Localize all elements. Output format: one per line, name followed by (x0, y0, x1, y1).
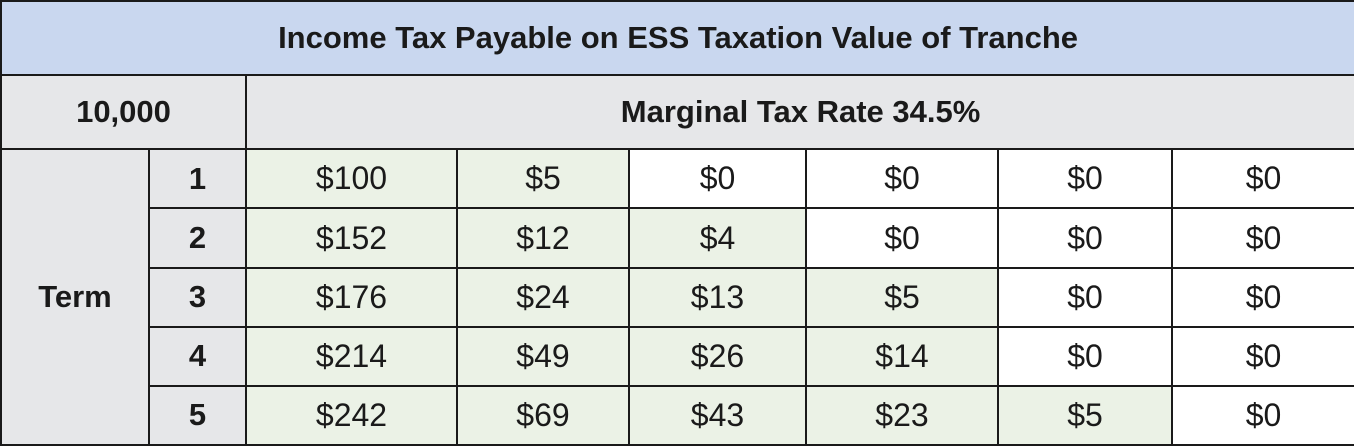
value-cell: $0 (997, 266, 1173, 328)
table-row: 3 $176 $24 $13 $5 $0 $0 (1, 266, 1354, 328)
value-cell: $0 (805, 207, 999, 269)
value-cell: $12 (456, 207, 630, 269)
value-cell: $0 (628, 148, 807, 210)
value-cell: $242 (245, 384, 458, 446)
term-label: 1 (148, 148, 247, 210)
value-cell: $5 (456, 148, 630, 210)
value-cell: $14 (805, 325, 999, 387)
value-cell: $13 (628, 266, 807, 328)
value-cell: $69 (456, 384, 630, 446)
value-cell: $0 (1170, 325, 1354, 387)
value-cell: $24 (456, 266, 630, 328)
value-cell: $100 (245, 148, 458, 210)
term-label: 2 (148, 207, 247, 269)
subheader: Marginal Tax Rate 34.5% (244, 74, 1354, 151)
value-cell: $0 (1170, 384, 1354, 446)
value-cell: $0 (1170, 266, 1354, 328)
value-cell: $23 (805, 384, 999, 446)
value-cell: $0 (997, 207, 1173, 269)
table-row: Term 1 $100 $5 $0 $0 $0 $0 (0, 148, 1354, 446)
table-row: 2 $152 $12 $4 $0 $0 $0 (1, 207, 1354, 269)
term-label: 3 (148, 266, 247, 328)
row-group-label: Term (0, 148, 150, 446)
title-row: Income Tax Payable on ESS Taxation Value… (0, 0, 1354, 77)
value-cell: $49 (456, 325, 630, 387)
value-cell: $5 (997, 384, 1173, 446)
value-cell: $0 (1170, 207, 1354, 269)
value-cell: $152 (245, 207, 458, 269)
value-cell: $26 (628, 325, 807, 387)
value-cell: $4 (628, 207, 807, 269)
table-row: 5 $242 $69 $43 $23 $5 $0 (1, 384, 1354, 446)
value-cell: $5 (805, 266, 999, 328)
subheader-row: 10,000 Marginal Tax Rate 34.5% (0, 74, 1354, 151)
term-label: 4 (148, 325, 247, 387)
value-cell: $0 (997, 148, 1173, 210)
value-cell: $0 (1170, 148, 1354, 210)
value-cell: $214 (245, 325, 458, 387)
value-cell: $43 (628, 384, 807, 446)
table-row: 4 $214 $49 $26 $14 $0 $0 (1, 325, 1354, 387)
table-title: Income Tax Payable on ESS Taxation Value… (0, 0, 1354, 77)
value-cell: $0 (997, 325, 1173, 387)
value-cell: $176 (245, 266, 458, 328)
term-label: 5 (148, 384, 247, 446)
corner-cell: 10,000 (0, 74, 247, 151)
value-cell: $0 (805, 148, 999, 210)
